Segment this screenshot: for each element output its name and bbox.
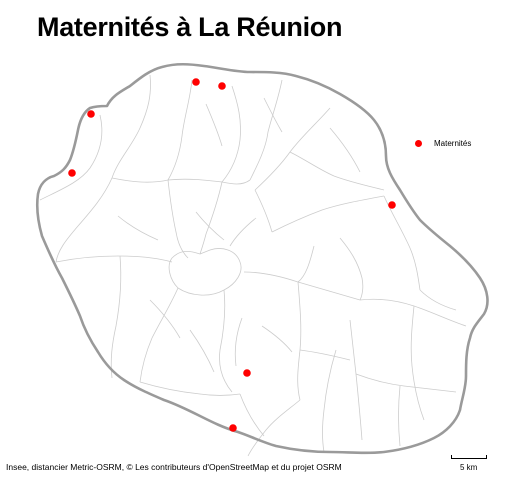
scale-bar: 5 km [451, 455, 491, 473]
maternity-marker [243, 369, 251, 377]
legend-label: Maternités [434, 138, 472, 148]
scale-bar-line [451, 455, 487, 459]
source-credit: Insee, distancier Metric-OSRM, © Les con… [6, 462, 342, 472]
maternity-marker [218, 82, 226, 90]
maternity-marker [192, 78, 200, 86]
map-title: Maternités à La Réunion [37, 12, 343, 42]
maternity-marker [229, 424, 237, 432]
scale-label: 5 km [460, 463, 478, 472]
maternity-marker [68, 169, 76, 177]
legend-marker-icon [415, 139, 422, 147]
maternity-marker [87, 110, 95, 118]
maternity-marker [388, 201, 396, 209]
commune-borders [39, 74, 467, 457]
island-outline [35, 62, 489, 455]
legend: Maternités [415, 136, 471, 150]
maternity-markers [68, 78, 396, 432]
